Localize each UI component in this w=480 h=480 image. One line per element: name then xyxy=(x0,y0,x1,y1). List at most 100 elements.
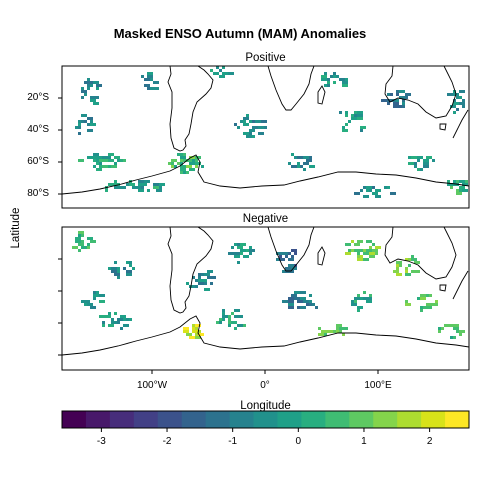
anomaly-cell xyxy=(90,306,96,309)
anomaly-cell xyxy=(303,168,306,171)
anomaly-cell xyxy=(114,273,120,276)
anomaly-cell xyxy=(90,99,96,102)
anomaly-cell xyxy=(303,156,309,159)
colorbar-bin xyxy=(157,411,183,428)
anomaly-cell xyxy=(393,270,399,273)
anomaly-cell xyxy=(99,294,105,297)
panel-frame-positive xyxy=(61,65,470,209)
anomaly-cell xyxy=(180,171,183,174)
colorbar-bin xyxy=(205,411,231,428)
anomaly-cell xyxy=(108,267,111,270)
coast-new-zealand xyxy=(452,270,469,300)
anomaly-cell xyxy=(84,120,87,123)
anomaly-cell xyxy=(333,81,336,84)
anomaly-cell xyxy=(327,330,333,333)
colorbar xyxy=(61,410,470,432)
anomaly-cell xyxy=(363,252,369,255)
colorbar-bin xyxy=(253,411,278,428)
anomaly-cell xyxy=(93,96,99,99)
anomaly-cell xyxy=(90,120,93,123)
anomaly-cell xyxy=(123,267,126,270)
anomaly-cell xyxy=(102,321,105,324)
anomaly-cell xyxy=(99,159,105,162)
anomaly-cell xyxy=(249,132,252,135)
coast-africa xyxy=(267,227,315,272)
anomaly-cell xyxy=(141,186,144,189)
anomaly-cell xyxy=(465,180,468,183)
anomaly-cell xyxy=(147,189,150,192)
anomaly-cell xyxy=(81,300,84,303)
anomaly-cell xyxy=(447,93,453,96)
anomaly-cell xyxy=(420,309,423,312)
anomaly-cell xyxy=(249,129,255,132)
anomaly-cell xyxy=(318,333,324,336)
colorbar-bin xyxy=(229,411,255,428)
anomaly-cell xyxy=(333,72,336,75)
anomaly-cell xyxy=(375,195,381,198)
coastlines-positive xyxy=(62,66,469,208)
anomaly-cell xyxy=(189,162,195,165)
coast-madagascar xyxy=(317,246,326,266)
colorbar-tick-label: -1 xyxy=(228,436,238,447)
anomaly-cell xyxy=(336,324,342,327)
anomaly-cell xyxy=(117,159,120,162)
anomaly-cell xyxy=(87,246,90,249)
anomaly-cell xyxy=(87,303,93,306)
anomaly-cell xyxy=(198,273,201,276)
anomaly-cell xyxy=(357,192,360,195)
anomaly-cell xyxy=(459,90,465,93)
anomaly-cell xyxy=(363,195,369,198)
anomaly-cell xyxy=(288,303,294,306)
anomaly-cell xyxy=(84,300,90,303)
lat-tick-marks-negative xyxy=(58,258,62,356)
anomaly-cell xyxy=(78,249,81,252)
anomaly-cell xyxy=(84,303,87,306)
anomaly-cell xyxy=(345,114,348,117)
anomaly-cell xyxy=(75,126,78,129)
anomaly-cell xyxy=(333,330,336,333)
coastlines-negative xyxy=(62,227,469,370)
anomaly-cell xyxy=(366,300,372,303)
colorbar-bin xyxy=(445,411,470,428)
anomaly-cell xyxy=(402,99,405,102)
anomaly-cell xyxy=(114,180,117,183)
anomaly-cell xyxy=(228,324,231,327)
anomaly-cell xyxy=(405,270,408,273)
anomaly-cell xyxy=(195,162,201,165)
anomaly-cell xyxy=(108,183,114,186)
colorbar-bin xyxy=(397,411,422,428)
anomaly-cell xyxy=(288,264,294,267)
anomaly-cell xyxy=(117,318,123,321)
anomaly-cell xyxy=(357,111,363,114)
anomaly-cell xyxy=(222,315,228,318)
anomaly-cells-positive xyxy=(75,66,468,198)
anomaly-cell xyxy=(204,273,210,276)
anomaly-cell xyxy=(120,315,126,318)
anomaly-cell xyxy=(360,189,363,192)
anomaly-cell xyxy=(405,273,411,276)
anomaly-cell xyxy=(453,102,459,105)
anomaly-cell xyxy=(288,270,294,273)
anomaly-cell xyxy=(261,120,267,123)
anomaly-cell xyxy=(387,102,390,105)
anomaly-cell xyxy=(321,330,327,333)
anomaly-cell xyxy=(339,111,342,114)
anomaly-cell xyxy=(75,240,81,243)
anomaly-cell xyxy=(300,297,306,300)
anomaly-cell xyxy=(327,84,330,87)
anomaly-cell xyxy=(282,270,285,273)
anomaly-cell xyxy=(222,312,225,315)
anomaly-cell xyxy=(459,180,465,183)
anomaly-cell xyxy=(246,135,252,138)
anomaly-cell xyxy=(309,165,315,168)
anomaly-cell xyxy=(462,330,465,333)
anomaly-cell xyxy=(228,72,234,75)
anomaly-cell xyxy=(429,306,432,309)
anomaly-cell xyxy=(195,285,198,288)
anomaly-cell xyxy=(462,189,468,192)
anomaly-cell xyxy=(87,243,90,246)
anomaly-cell xyxy=(366,186,372,189)
anomaly-cell xyxy=(297,162,300,165)
anomaly-cell xyxy=(180,165,186,168)
colorbar-bin xyxy=(181,411,207,428)
